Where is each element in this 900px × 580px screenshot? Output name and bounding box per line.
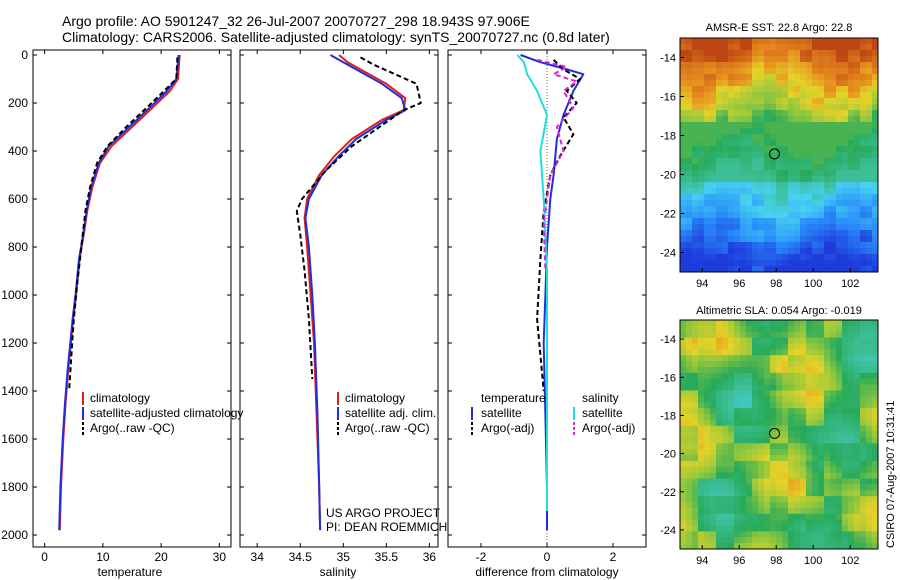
sst-lat-label: -14 xyxy=(660,53,676,65)
salinity-xtick-label: 35.5 xyxy=(375,550,399,564)
depth-tick-label: 200 xyxy=(8,96,28,110)
title-line-2: Climatology: CARS2006. Satellite-adjuste… xyxy=(62,29,610,45)
salinity-axes xyxy=(239,49,439,548)
difference-legend: temperature satellite Argo(-adj) salinit… xyxy=(471,391,635,435)
legend-salinity-title: salinity xyxy=(582,391,619,405)
legend-temp-argo: Argo(-adj) xyxy=(481,421,534,435)
depth-tick-label: 800 xyxy=(8,240,28,254)
temperature-xtick-label: 0 xyxy=(41,550,48,564)
series-satellite-adjusted-climatology xyxy=(58,54,180,531)
depth-tick-label: 1400 xyxy=(1,384,28,398)
sla-lon-label: 94 xyxy=(696,555,708,567)
temperature-xtick-label: 10 xyxy=(96,550,110,564)
legend-satellite-adj-sal: satellite adj. clim. xyxy=(345,406,436,420)
sla-lon-label: 100 xyxy=(804,555,822,567)
difference-xtick-label: -2 xyxy=(476,550,487,564)
sla-lat-label: -18 xyxy=(660,410,676,422)
sla-argo-marker xyxy=(768,427,780,439)
salinity-xtick-label: 35 xyxy=(337,550,351,564)
series-salinity-satellite xyxy=(516,54,548,511)
sla-lat-label: -22 xyxy=(660,487,676,499)
difference-xlabel: difference from climatology xyxy=(475,565,618,579)
sst-lon-label: 102 xyxy=(841,278,859,290)
sst-argo-marker xyxy=(768,148,780,160)
legend-sal-satellite: satellite xyxy=(582,406,623,420)
depth-tick-label: 600 xyxy=(8,192,28,206)
temperature-legend: climatology satellite-adjusted climatolo… xyxy=(82,391,243,435)
sst-map-title: AMSR-E SST: 22.8 Argo: 22.8 xyxy=(706,22,853,34)
depth-tick-label: 1600 xyxy=(1,432,28,446)
salinity-xtick-label: 34.5 xyxy=(289,550,313,564)
depth-tick-label: 400 xyxy=(8,144,28,158)
depth-tick-label: 1000 xyxy=(1,288,28,302)
sst-lat-label: -16 xyxy=(660,92,676,104)
salinity-xtick-label: 34 xyxy=(251,550,265,564)
temperature-xtick-label: 20 xyxy=(154,550,168,564)
title-line-1: Argo profile: AO 5901247_32 26-Jul-2007 … xyxy=(62,13,530,29)
sst-lon-label: 96 xyxy=(733,278,745,290)
series-climatology xyxy=(58,54,181,531)
temperature-xlabel: temperature xyxy=(98,565,163,579)
legend-argo: Argo(..raw -QC) xyxy=(90,421,175,435)
sst-lon-label: 98 xyxy=(770,278,782,290)
series-satellite-adj-clim- xyxy=(304,54,407,531)
sst-lat-label: -24 xyxy=(660,248,676,260)
difference-xtick-label: 2 xyxy=(610,550,617,564)
sst-lat-label: -20 xyxy=(660,170,676,182)
sla-lat-label: -20 xyxy=(660,449,676,461)
sla-map-title: Altimetric SLA: 0.054 Argo: -0.019 xyxy=(696,305,862,317)
sst-lon-label: 94 xyxy=(696,278,708,290)
sla-lon-label: 102 xyxy=(841,555,859,567)
sst-heatmap xyxy=(680,38,878,272)
difference-xtick-label: 0 xyxy=(544,550,551,564)
sla-lon-label: 96 xyxy=(733,555,745,567)
credit-project: US ARGO PROJECT xyxy=(326,506,441,520)
series-temperature-argo-adj- xyxy=(536,59,581,392)
depth-tick-label: 2000 xyxy=(1,528,28,542)
salinity-legend: climatology satellite adj. clim. Argo(..… xyxy=(337,391,436,435)
sla-heatmap xyxy=(680,320,878,549)
series-salinity-argo-adj- xyxy=(536,58,578,272)
series-argo-raw-qc- xyxy=(295,56,422,380)
series-argo-raw-qc- xyxy=(68,57,179,392)
series-climatology xyxy=(303,54,407,531)
legend-climatology-sal: climatology xyxy=(345,391,405,405)
sla-lat-label: -24 xyxy=(660,525,676,537)
sst-lon-label: 100 xyxy=(804,278,822,290)
legend-sal-argo: Argo(-adj) xyxy=(582,421,635,435)
salinity-xlabel: salinity xyxy=(320,565,357,579)
sst-lat-label: -18 xyxy=(660,131,676,143)
legend-temp-satellite: satellite xyxy=(481,406,522,420)
legend-satellite-adjusted: satellite-adjusted climatology xyxy=(90,406,243,420)
sla-lat-label: -16 xyxy=(660,372,676,384)
depth-tick-label: 1200 xyxy=(1,336,28,350)
sla-lat-label: -14 xyxy=(660,334,676,346)
series-temperature-satellite xyxy=(520,54,585,531)
legend-climatology: climatology xyxy=(90,391,150,405)
depth-tick-label: 1800 xyxy=(1,480,28,494)
legend-temperature-title: temperature xyxy=(481,391,546,405)
salinity-xtick-label: 36 xyxy=(423,550,437,564)
temperature-axes xyxy=(32,49,232,548)
sla-map-frame xyxy=(679,319,879,550)
sst-lat-label: -22 xyxy=(660,209,676,221)
sla-lon-label: 98 xyxy=(770,555,782,567)
temperature-xtick-label: 30 xyxy=(213,550,227,564)
depth-tick-label: 0 xyxy=(21,48,28,62)
credit-pi: PI: DEAN ROEMMICH xyxy=(326,520,447,534)
legend-argo-sal: Argo(..raw -QC) xyxy=(345,421,430,435)
sst-map-frame xyxy=(679,37,879,273)
footer-stamp: CSIRO 07-Aug-2007 10:31:41 xyxy=(885,401,897,548)
